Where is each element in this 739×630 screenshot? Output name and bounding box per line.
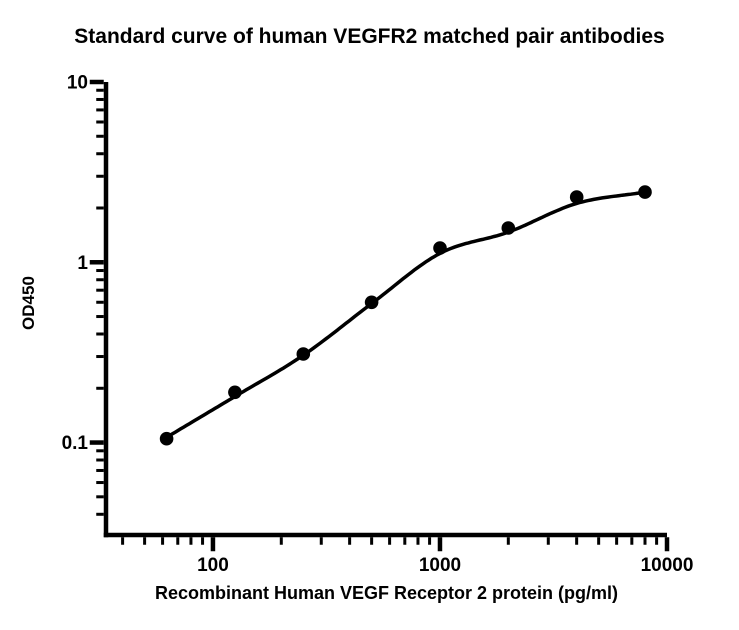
- data-point: [228, 385, 242, 400]
- data-point: [501, 221, 516, 235]
- fit-curve-path: [164, 190, 647, 439]
- y-axis-title: OD450: [19, 276, 38, 330]
- x-tick-label: 100: [197, 555, 229, 576]
- data-point: [296, 347, 311, 361]
- data-point: [569, 190, 584, 204]
- data-point: [364, 295, 379, 310]
- x-axis-title: Recombinant Human VEGF Receptor 2 protei…: [155, 583, 618, 603]
- x-tick-label: 1000: [419, 555, 461, 576]
- x-tick-label: 10000: [641, 555, 694, 576]
- data-point: [638, 185, 652, 199]
- y-tick-label: 0.1: [62, 433, 89, 454]
- y-tick-label: 1: [77, 253, 88, 274]
- chart-title: Standard curve of human VEGFR2 matched p…: [74, 25, 665, 48]
- data-point: [159, 431, 174, 446]
- y-tick-label: 10: [67, 73, 88, 94]
- data-point: [433, 241, 447, 255]
